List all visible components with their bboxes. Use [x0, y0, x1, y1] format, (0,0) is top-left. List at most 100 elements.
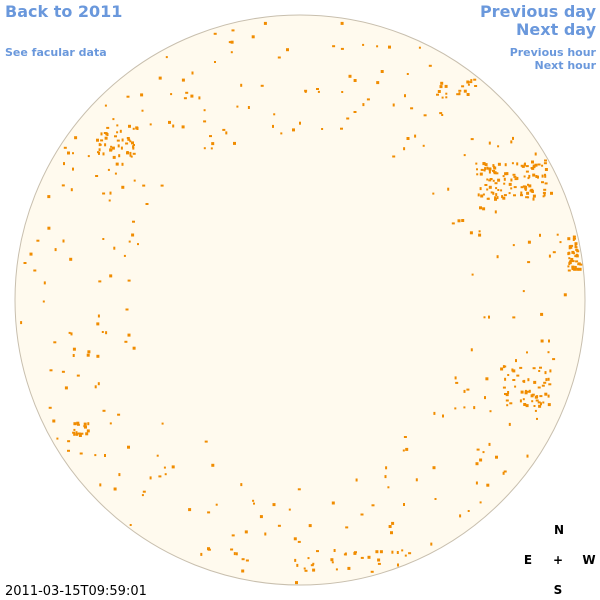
facula: [574, 242, 578, 246]
facula: [388, 525, 392, 528]
facula: [495, 455, 498, 459]
facula: [469, 231, 473, 235]
facula: [488, 141, 491, 145]
facula: [492, 164, 495, 168]
facula: [522, 398, 525, 401]
facula: [527, 183, 529, 186]
facula: [333, 549, 336, 552]
facula: [504, 377, 507, 381]
facula: [307, 557, 310, 560]
facula: [96, 322, 100, 326]
facula: [502, 386, 506, 389]
facula: [547, 394, 550, 398]
back-link[interactable]: Back to 2011: [5, 2, 122, 21]
facula: [489, 178, 493, 180]
facula: [335, 568, 338, 571]
facula: [475, 162, 478, 165]
facula: [533, 405, 536, 407]
facula: [539, 395, 543, 398]
facula: [493, 166, 497, 170]
facula: [470, 79, 473, 82]
facula: [506, 172, 509, 176]
facula: [488, 179, 492, 182]
facula: [466, 388, 470, 391]
facula: [240, 83, 243, 87]
facula: [482, 207, 486, 211]
facula: [575, 260, 579, 263]
facula: [102, 152, 105, 156]
facula: [362, 103, 365, 107]
facula: [503, 177, 506, 181]
facula: [476, 448, 480, 451]
facula: [524, 187, 528, 190]
facula: [280, 132, 283, 135]
facula: [571, 260, 575, 263]
facula: [377, 558, 381, 562]
facula: [544, 174, 547, 178]
facula: [530, 167, 534, 169]
facula: [502, 175, 505, 178]
facula: [485, 377, 489, 381]
facula: [215, 503, 218, 506]
facula: [504, 393, 507, 395]
facula: [288, 508, 291, 511]
facula: [164, 473, 167, 476]
facula: [109, 274, 113, 278]
compass-east: E: [524, 553, 532, 567]
facula: [76, 374, 80, 377]
facula: [534, 163, 538, 167]
previous-day-link[interactable]: Previous day: [480, 2, 597, 21]
facula: [535, 175, 538, 178]
previous-hour-link[interactable]: Previous hour: [510, 46, 597, 59]
facula: [461, 219, 465, 222]
facula: [118, 473, 121, 477]
facula: [116, 124, 119, 127]
facula: [484, 396, 486, 400]
timestamp: 2011-03-15T09:59:01: [5, 584, 147, 599]
facula: [119, 129, 122, 133]
facula: [494, 197, 497, 201]
facula: [380, 70, 384, 73]
facula: [574, 237, 576, 240]
facula: [544, 371, 547, 375]
facula: [70, 188, 73, 192]
facula: [514, 385, 517, 388]
facula: [370, 570, 374, 573]
facula: [63, 146, 67, 149]
facula: [344, 552, 347, 556]
facula: [170, 93, 173, 96]
next-hour-link[interactable]: Next hour: [535, 59, 597, 72]
facula: [403, 503, 405, 506]
facula: [410, 107, 414, 110]
facula: [241, 558, 245, 561]
facula: [230, 40, 234, 44]
facula: [203, 109, 206, 112]
facula: [436, 93, 439, 96]
facula: [484, 163, 488, 167]
facula: [346, 117, 350, 120]
facula: [548, 339, 550, 343]
facular-link[interactable]: See facular data: [5, 46, 107, 59]
facula: [532, 367, 536, 370]
facula: [171, 465, 175, 469]
facula: [474, 85, 478, 87]
facula: [441, 114, 444, 116]
facula: [488, 170, 491, 174]
facula: [527, 177, 530, 180]
facula: [396, 551, 399, 554]
facula: [543, 381, 547, 384]
next-day-link[interactable]: Next day: [516, 20, 597, 39]
facula: [112, 155, 116, 159]
facula: [96, 354, 100, 358]
facula: [80, 432, 84, 435]
facula: [54, 248, 57, 252]
facula: [573, 252, 575, 255]
facula: [296, 563, 299, 567]
facula: [433, 411, 436, 415]
compass-north: N: [554, 523, 564, 537]
facula: [539, 366, 542, 369]
facula: [160, 184, 164, 187]
facula: [85, 432, 89, 436]
facula: [540, 402, 542, 406]
facula: [519, 399, 522, 403]
